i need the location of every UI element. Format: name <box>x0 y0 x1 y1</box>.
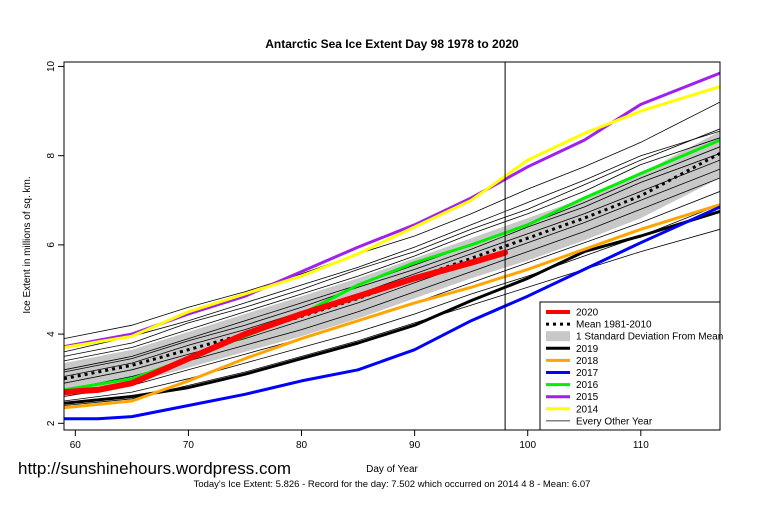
legend-label: Every Other Year <box>576 416 653 427</box>
legend-swatch <box>546 331 570 342</box>
watermark-text: http://sunshinehours.wordpress.com <box>18 459 291 478</box>
legend-label: 2018 <box>576 356 599 367</box>
every-other-year-line <box>64 168 720 384</box>
legend-label: 2020 <box>576 308 599 319</box>
legend-label: 2017 <box>576 368 599 379</box>
legend-label: 2016 <box>576 380 599 391</box>
series-line-2020 <box>64 249 509 396</box>
x-tick-label: 90 <box>409 440 421 451</box>
plot-area <box>64 62 720 430</box>
legend-label: 2014 <box>576 404 599 415</box>
chart-title: Antarctic Sea Ice Extent Day 98 1978 to … <box>265 37 519 51</box>
x-tick-label: 80 <box>296 440 308 451</box>
series-line-2018 <box>64 203 720 410</box>
legend-label: 1 Standard Deviation From Mean <box>576 332 723 343</box>
footer-text: Today's Ice Extent: 5.826 - Record for t… <box>194 479 591 490</box>
legend-label: Mean 1981-2010 <box>576 320 652 331</box>
series-line-mean-1981-2010 <box>64 152 720 381</box>
x-tick-label: 60 <box>70 440 82 451</box>
every-other-year-line <box>64 204 720 402</box>
y-tick-label: 2 <box>46 420 57 426</box>
y-tick-label: 4 <box>46 331 57 337</box>
x-tick-label: 70 <box>183 440 195 451</box>
every-other-year-line <box>64 137 720 362</box>
y-tick-label: 6 <box>46 242 57 248</box>
y-tick-label: 8 <box>46 152 57 158</box>
x-axis-label: Day of Year <box>366 464 418 475</box>
plot-frame <box>63 61 721 431</box>
series-line-2017 <box>64 205 720 421</box>
axes: 60 70 80 90 100 110 2 4 6 8 10 <box>46 60 721 451</box>
x-tick-label: 110 <box>633 440 649 451</box>
every-other-year-line <box>64 153 720 373</box>
every-other-year-line <box>64 128 720 357</box>
legend-label: 2015 <box>576 392 599 403</box>
series-line-2019 <box>64 209 720 405</box>
x-tick-label: 100 <box>519 440 536 451</box>
y-axis-label: Ice Extent in millions of sq. km. <box>22 176 33 313</box>
y-tick-label: 10 <box>46 60 57 72</box>
every-other-year-line <box>64 101 720 339</box>
legend-label: 2019 <box>576 344 599 355</box>
every-other-year-line <box>64 130 720 353</box>
every-other-year-line <box>64 159 720 377</box>
series-line-2014 <box>64 85 720 349</box>
